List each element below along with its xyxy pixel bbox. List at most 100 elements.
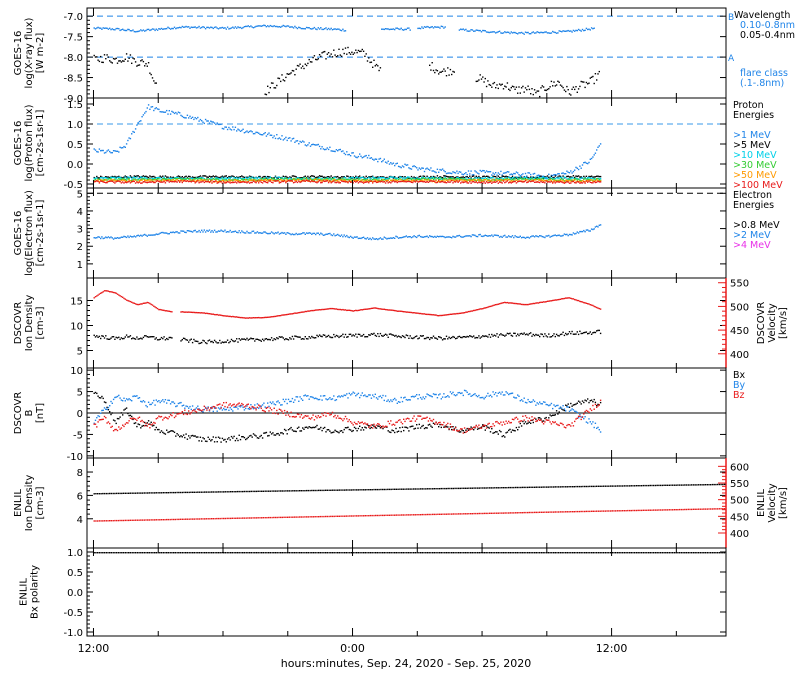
data-point bbox=[388, 176, 391, 178]
data-point bbox=[422, 175, 424, 177]
data-point bbox=[283, 25, 286, 27]
data-point bbox=[153, 28, 155, 30]
data-point bbox=[276, 179, 278, 181]
data-point bbox=[243, 436, 246, 439]
data-point bbox=[194, 180, 196, 183]
data-point bbox=[136, 179, 138, 181]
data-point bbox=[453, 313, 455, 315]
data-point bbox=[146, 178, 148, 181]
data-point bbox=[261, 179, 264, 182]
data-point bbox=[316, 178, 318, 180]
data-point bbox=[245, 179, 247, 181]
data-point bbox=[394, 176, 396, 178]
data-point bbox=[111, 176, 113, 179]
data-point bbox=[93, 148, 95, 150]
data-point bbox=[111, 336, 113, 338]
data-point bbox=[361, 392, 363, 394]
data-point bbox=[290, 26, 292, 28]
data-point bbox=[377, 176, 379, 178]
data-point bbox=[166, 402, 168, 404]
data-point bbox=[233, 128, 235, 131]
data-point bbox=[583, 181, 585, 183]
data-point bbox=[169, 176, 172, 178]
data-point bbox=[213, 26, 216, 29]
data-point bbox=[392, 28, 395, 30]
data-point bbox=[245, 317, 247, 319]
data-point bbox=[359, 333, 361, 336]
data-point bbox=[295, 68, 297, 70]
data-point bbox=[211, 439, 213, 441]
data-point bbox=[567, 234, 569, 237]
data-point bbox=[331, 181, 334, 183]
data-point bbox=[324, 180, 326, 183]
data-point bbox=[132, 180, 134, 182]
data-point bbox=[171, 27, 173, 30]
data-point bbox=[542, 420, 545, 422]
data-point bbox=[445, 182, 448, 184]
data-point bbox=[111, 175, 113, 178]
data-point bbox=[232, 26, 234, 28]
data-point bbox=[265, 93, 268, 96]
data-point bbox=[558, 335, 560, 337]
data-point bbox=[562, 175, 564, 177]
data-point bbox=[539, 176, 541, 178]
data-point bbox=[191, 231, 194, 233]
data-point bbox=[514, 235, 516, 237]
data-point bbox=[505, 334, 507, 336]
data-point bbox=[233, 406, 235, 408]
data-point bbox=[451, 178, 453, 180]
data-point bbox=[514, 31, 516, 34]
data-point bbox=[594, 181, 597, 184]
data-point bbox=[434, 171, 436, 173]
data-point bbox=[422, 335, 424, 337]
data-point bbox=[158, 28, 160, 30]
data-point bbox=[550, 235, 553, 238]
data-point bbox=[395, 235, 397, 237]
data-point bbox=[469, 179, 471, 181]
data-point bbox=[476, 80, 479, 82]
data-point bbox=[589, 29, 591, 31]
data-point bbox=[110, 179, 112, 181]
data-point bbox=[141, 178, 143, 180]
data-point bbox=[317, 58, 319, 60]
data-point bbox=[352, 179, 354, 182]
data-point bbox=[281, 180, 283, 183]
data-point bbox=[116, 293, 119, 295]
data-point bbox=[572, 298, 575, 300]
data-point bbox=[137, 30, 139, 33]
data-point bbox=[348, 177, 350, 179]
data-point bbox=[337, 335, 339, 337]
data-point bbox=[261, 338, 264, 340]
data-point bbox=[141, 401, 143, 403]
data-point bbox=[435, 26, 437, 28]
data-point bbox=[265, 135, 268, 137]
data-point bbox=[248, 182, 251, 184]
data-point bbox=[349, 333, 352, 335]
data-point bbox=[159, 177, 161, 179]
data-point bbox=[127, 235, 129, 237]
data-point bbox=[316, 176, 318, 178]
data-point bbox=[134, 422, 137, 424]
data-point bbox=[295, 396, 297, 398]
data-point bbox=[194, 176, 196, 179]
data-point bbox=[321, 335, 323, 338]
data-point bbox=[132, 130, 134, 133]
data-point bbox=[158, 400, 160, 402]
data-point bbox=[368, 154, 370, 157]
data-point bbox=[571, 180, 573, 183]
data-point bbox=[581, 28, 584, 31]
data-point bbox=[356, 177, 358, 179]
data-point bbox=[237, 178, 239, 180]
data-point bbox=[338, 48, 340, 50]
data-point bbox=[302, 140, 304, 142]
data-point bbox=[388, 181, 391, 183]
data-point bbox=[134, 179, 137, 181]
data-point bbox=[413, 312, 415, 314]
data-point bbox=[403, 335, 405, 338]
data-point bbox=[473, 234, 475, 236]
data-point bbox=[397, 237, 400, 239]
data-point bbox=[485, 235, 488, 237]
data-point bbox=[281, 404, 283, 406]
data-point bbox=[417, 27, 419, 30]
data-point bbox=[480, 177, 483, 179]
